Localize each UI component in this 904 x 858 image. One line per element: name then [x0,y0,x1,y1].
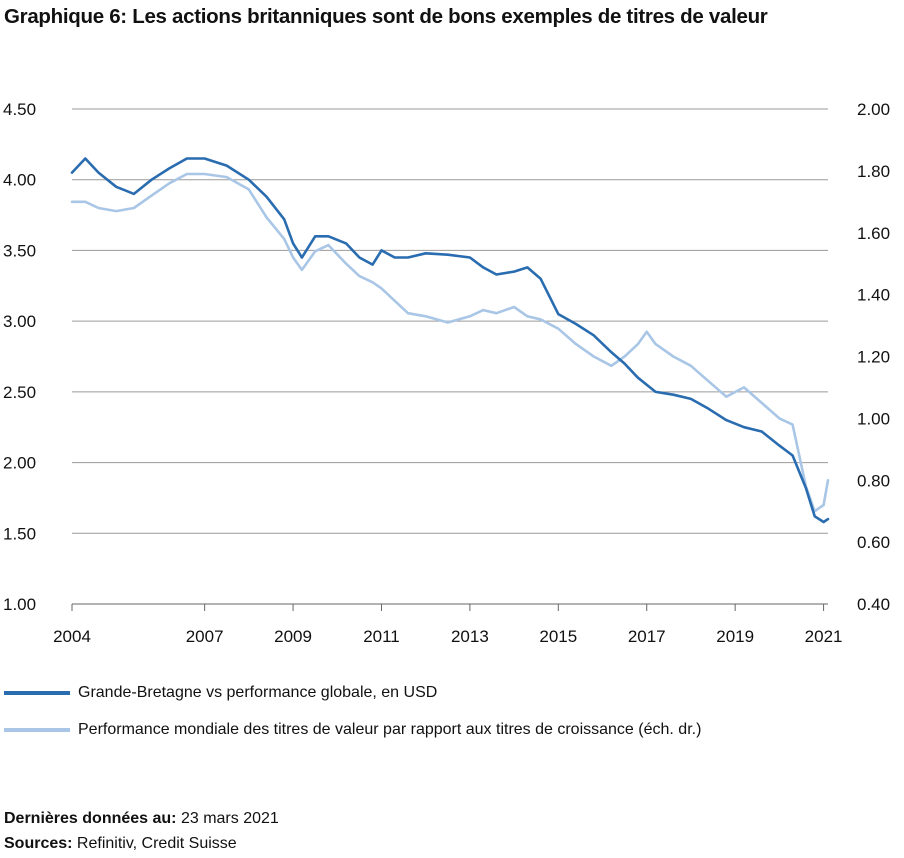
x-tick-label: 2015 [539,627,577,646]
right-tick-label: 1.20 [857,348,890,367]
right-tick-label: 0.80 [857,471,890,490]
sources-note: Sources: Refinitiv, Credit Suisse [4,835,237,853]
series-lines [70,157,830,524]
x-tick-label: 2021 [805,627,843,646]
last-data-label: Dernières données au: [4,810,177,827]
left-tick-label: 2.00 [3,454,36,473]
legend-item-secondary: Performance mondiale des titres de valeu… [4,721,701,739]
last-data-note: Dernières données au: 23 mars 2021 [4,810,279,828]
x-tick-label: 2009 [274,627,312,646]
sources-value: Refinitiv, Credit Suisse [76,835,237,852]
x-tick-label: 2004 [53,627,91,646]
sources-label: Sources: [4,835,73,852]
left-tick-label: 2.50 [3,383,36,402]
legend-swatch-secondary [4,728,70,732]
last-data-value: 23 mars 2021 [180,810,279,827]
legend-swatch-primary [4,691,70,695]
x-tick-label: 2011 [363,627,400,646]
x-axis: 2004 2007 2009 2011 2013 2015 2017 2019 2021 [53,603,843,646]
legend-item-primary: Grande-Bretagne vs performance globale, … [4,684,437,702]
x-tick-label: 2017 [628,627,666,646]
chart-title: Graphique 6: Les actions britanniques so… [4,5,768,28]
left-tick-label: 1.50 [3,524,36,543]
right-tick-label: 1.00 [857,409,890,428]
legend-label-secondary: Performance mondiale des titres de valeu… [78,721,702,738]
right-tick-label: 0.60 [857,533,890,552]
series-line-secondary [70,172,830,513]
left-tick-label: 3.00 [3,312,36,331]
right-tick-label: 0.40 [857,595,890,614]
left-axis-ticks: 4.50 4.00 3.50 3.00 2.50 2.00 1.50 1.00 [3,100,36,614]
right-tick-label: 2.00 [857,100,890,119]
x-tick-label: 2019 [716,627,754,646]
x-tick-label: 2013 [451,627,489,646]
left-tick-label: 4.50 [3,100,36,119]
right-axis-ticks: 2.00 1.80 1.60 1.40 1.20 1.00 0.80 0.60 0.40 [857,100,890,614]
right-tick-label: 1.80 [857,162,890,181]
right-tick-label: 1.60 [857,224,890,243]
series-line-primary [70,157,830,524]
line-chart: 4.50 4.00 3.50 3.00 2.50 2.00 1.50 1.00 2.00 1.8… [3,100,890,646]
left-tick-label: 4.00 [3,171,36,190]
legend-label-primary: Grande-Bretagne vs performance globale, … [78,684,438,701]
left-tick-label: 3.50 [3,241,36,260]
left-tick-label: 1.00 [3,595,36,614]
x-tick-label: 2007 [186,627,224,646]
right-tick-label: 1.40 [857,286,890,305]
